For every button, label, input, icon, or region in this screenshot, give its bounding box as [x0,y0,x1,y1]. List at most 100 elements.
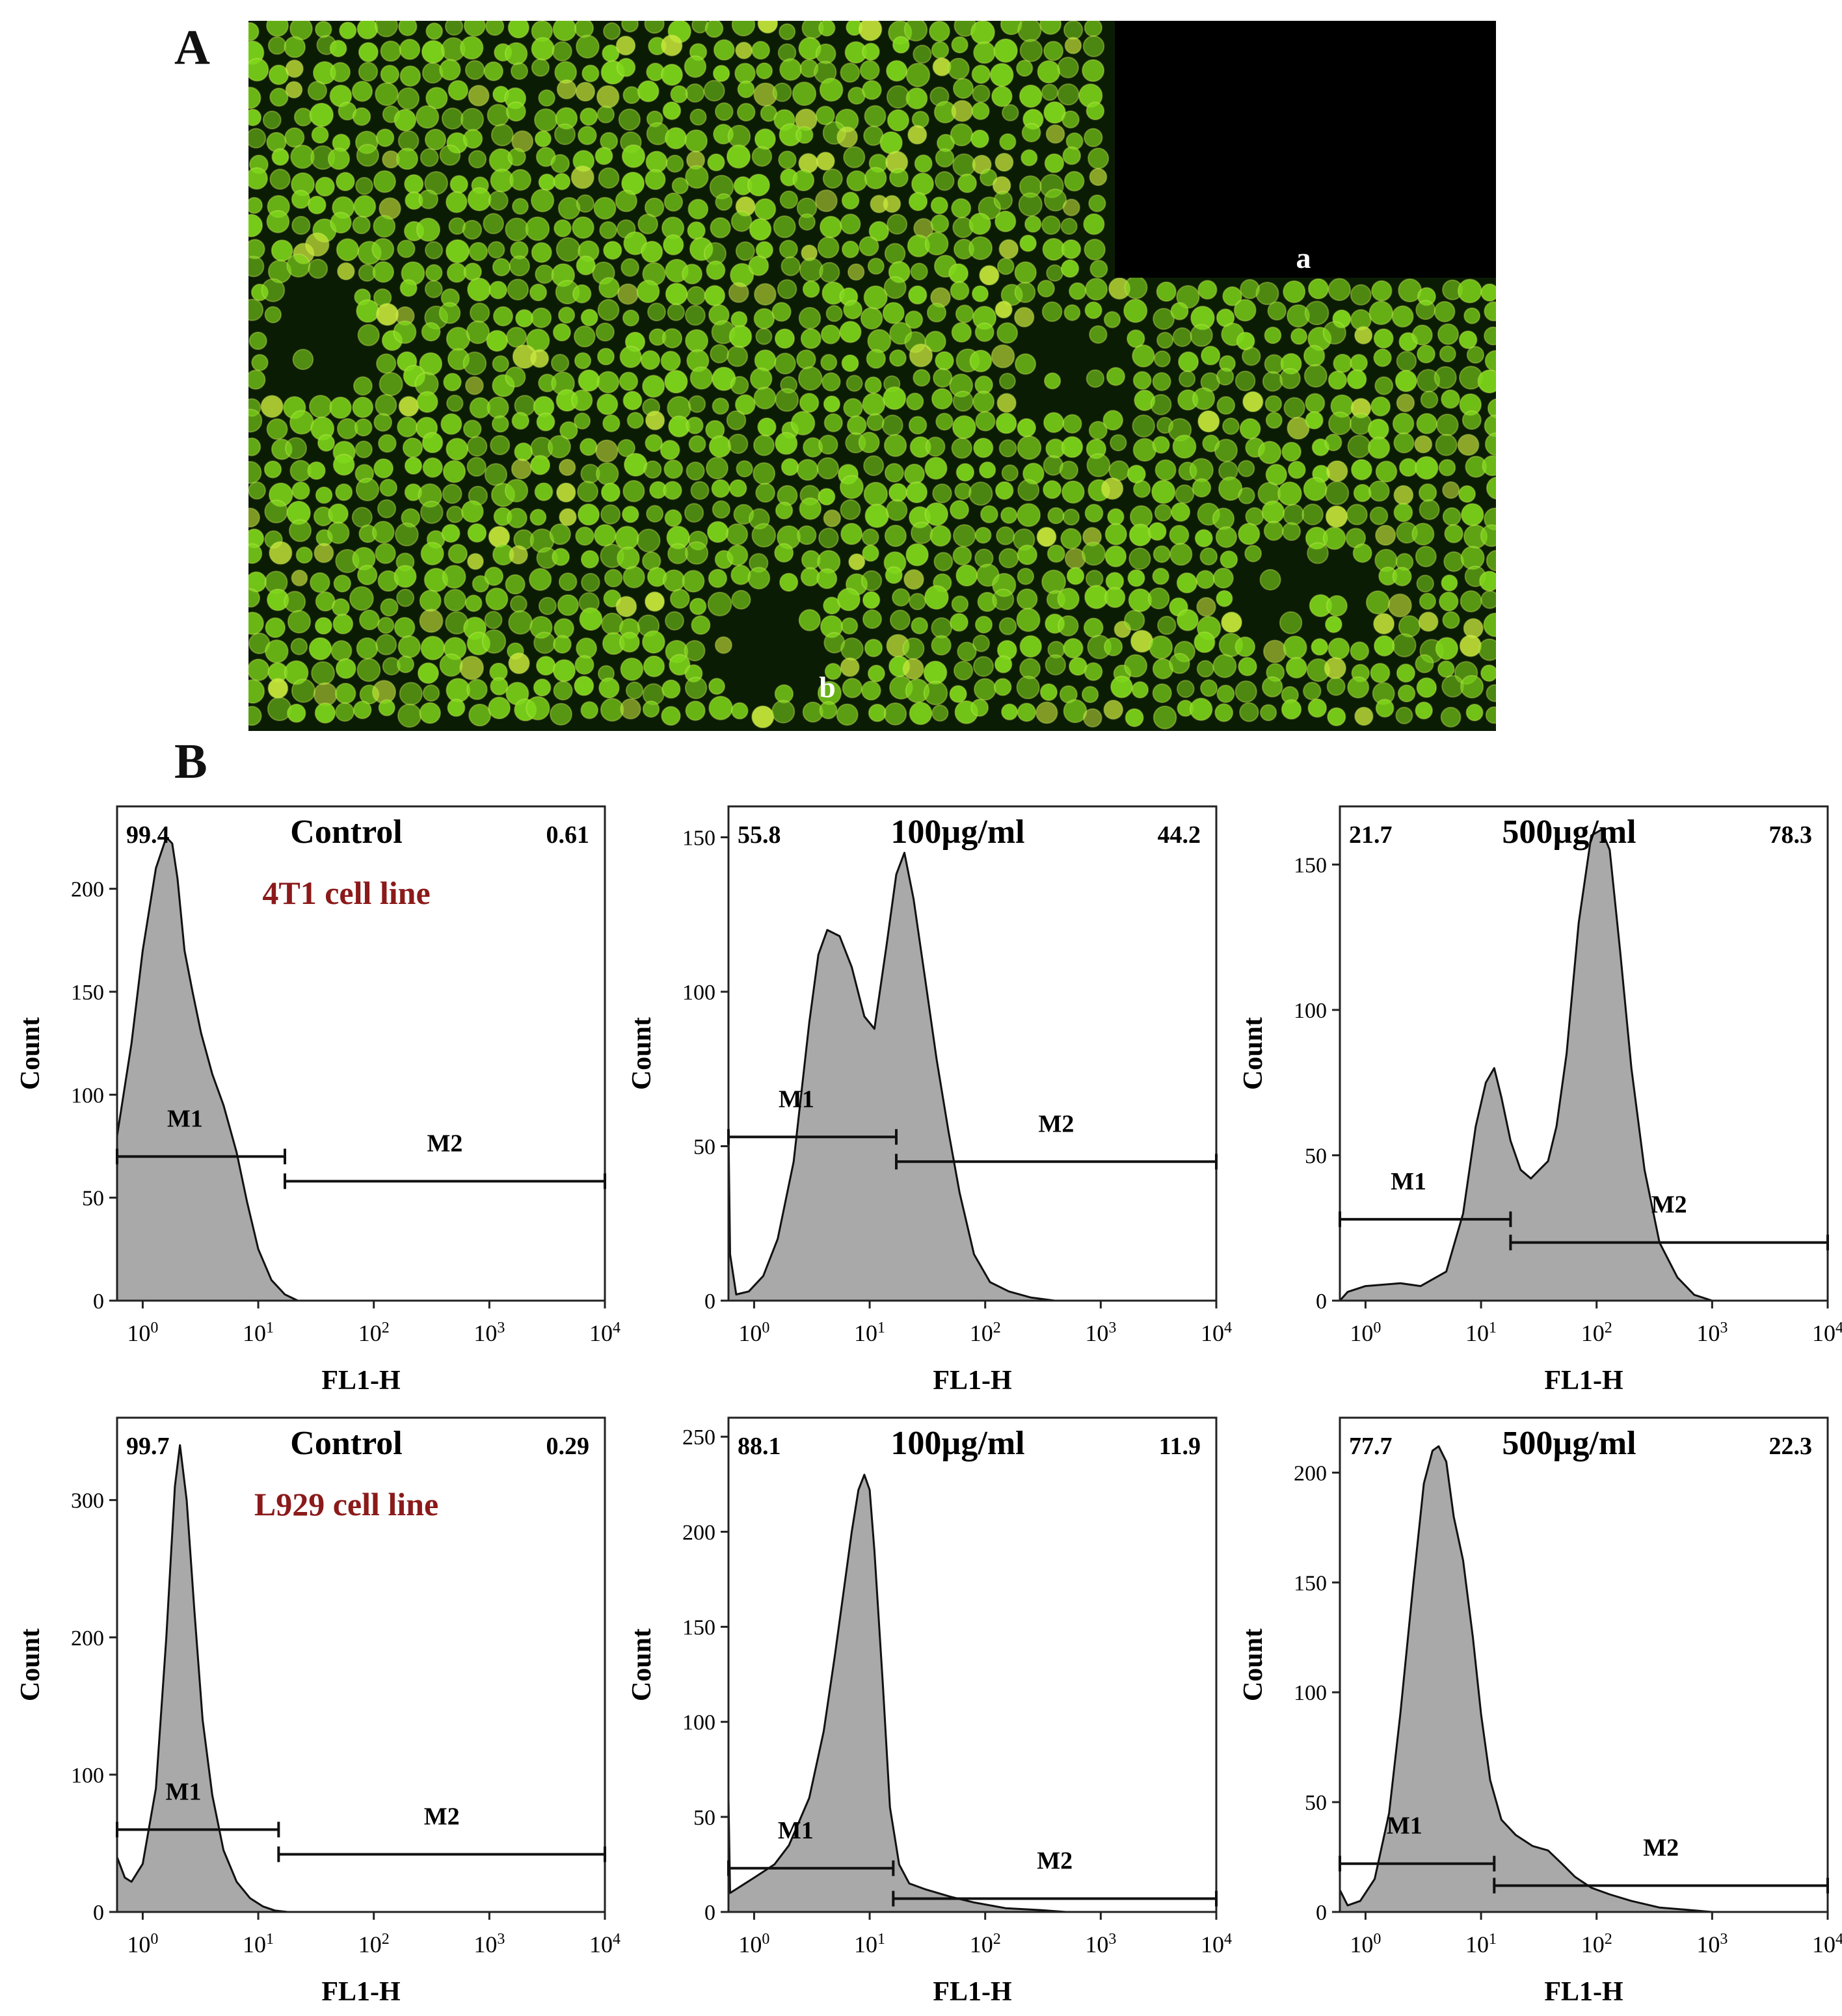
cell [1063,638,1084,659]
cell [1484,432,1496,457]
cell [846,375,863,392]
cell [1443,551,1465,572]
cell [464,594,483,613]
cell [888,349,907,367]
cell [1418,483,1437,502]
cell [468,242,488,261]
cell [1419,592,1437,610]
x-tick-label: 102 [970,1931,1001,1957]
cell [1045,654,1067,676]
cell [260,395,284,418]
cell [248,679,265,704]
cell [1061,239,1082,259]
cell [707,591,732,617]
cell [618,108,641,131]
cell [1326,460,1348,483]
cell [333,574,352,593]
cell [446,394,464,412]
cell [749,218,772,241]
cell [248,256,265,278]
gate-label-m2: M2 [427,1130,463,1157]
cell [358,609,380,631]
cell [712,500,730,519]
cell [462,129,483,149]
cell [924,457,948,480]
cell [353,700,372,719]
cell [836,587,861,611]
cell [998,239,1019,259]
cell [751,705,775,729]
cell [884,462,905,483]
cell [1277,481,1302,506]
cell [1169,652,1190,674]
cell [371,520,395,544]
cell [599,221,617,239]
cell [598,277,620,298]
cell [644,591,665,612]
cell [818,527,839,549]
cell [425,86,448,110]
cell [290,637,308,656]
cell [840,499,861,520]
cell [1365,590,1391,615]
cell [885,566,903,584]
cell [640,350,661,371]
cell [1083,213,1105,235]
cell [620,698,641,720]
cell [352,396,374,418]
y-axis-label: Count [1238,1628,1268,1701]
cell [641,630,665,654]
cell [284,590,306,613]
cell [708,435,732,458]
x-tick-label: 102 [1581,1320,1612,1346]
cell [380,598,399,617]
cell [248,331,267,351]
cell [754,198,777,220]
cell [351,507,373,528]
cell [999,133,1017,151]
cell [798,306,821,330]
cell [1218,476,1243,501]
cell [991,85,1013,107]
cell [307,81,328,101]
chart-title: 100µg/ml [890,1425,1024,1462]
cell [1303,477,1328,501]
cell [505,217,529,242]
cell [1017,21,1042,42]
cell [335,702,355,722]
cell [685,541,709,565]
cell [664,369,688,394]
cell [755,328,773,345]
cell [291,481,310,500]
cell [1046,264,1063,282]
cell [1047,507,1065,525]
cell [509,168,532,191]
cell-layer [248,21,1496,730]
cell [395,148,419,170]
gate-percent-left: 55.8 [738,821,781,849]
cell [621,144,646,168]
cell [1460,546,1485,570]
cell [952,153,976,177]
cell [1021,123,1041,142]
cell [576,194,594,213]
cell [914,154,933,173]
cell [334,682,356,704]
cell [1212,654,1237,678]
cell [396,589,415,607]
cell [604,568,623,588]
cell [1459,634,1482,657]
cell [616,57,636,77]
cell [488,280,508,300]
cell [1396,351,1417,372]
cell [1199,547,1218,566]
cell [682,263,703,285]
cell [285,81,303,99]
cell [327,148,351,170]
cell [704,285,726,307]
cell [669,654,691,676]
cell [1057,83,1080,106]
cell [1304,300,1329,326]
cell [397,87,420,110]
cell [1215,526,1238,548]
